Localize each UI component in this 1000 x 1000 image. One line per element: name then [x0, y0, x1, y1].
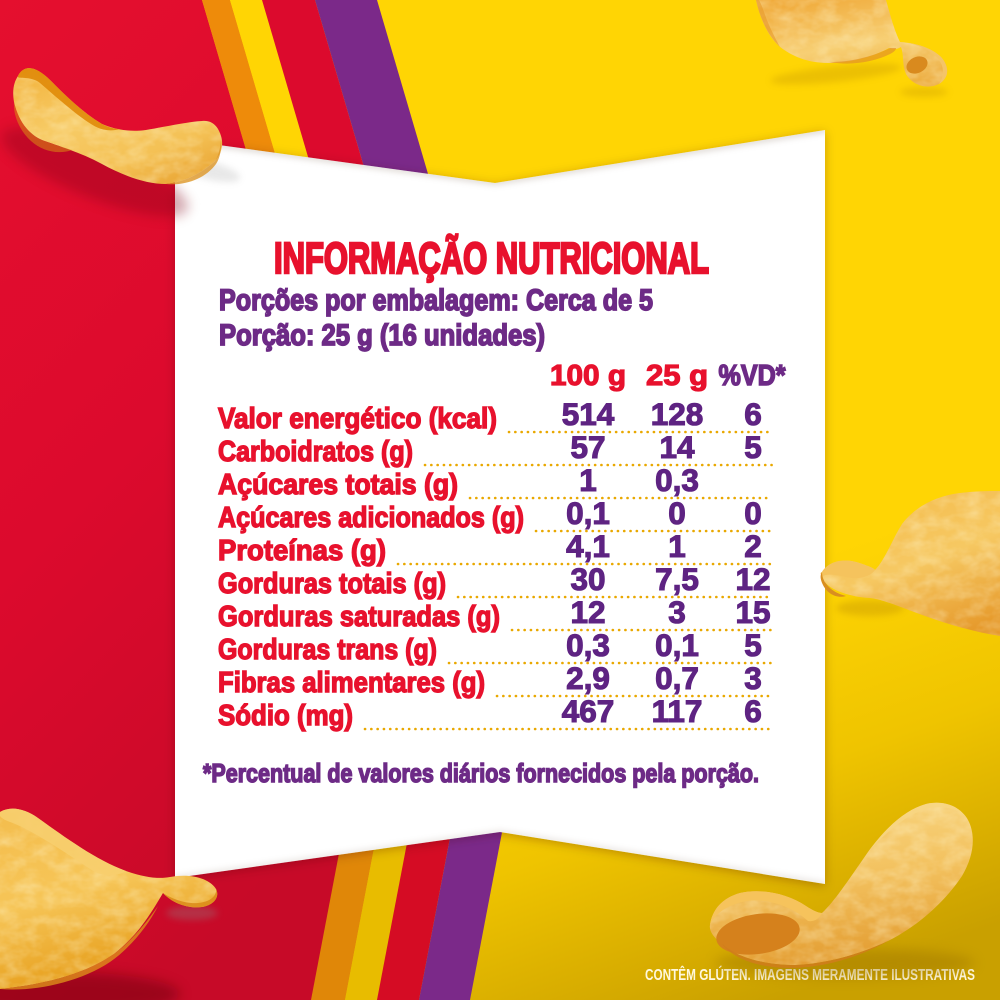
svg-text:2,9: 2,9 — [566, 660, 610, 696]
svg-text:Porções por embalagem: Cerca d: Porções por embalagem: Cerca de 5 — [219, 284, 653, 317]
svg-text:*Percentual de valores diários: *Percentual de valores diários fornecido… — [203, 758, 759, 788]
svg-text:Gorduras saturadas (g): Gorduras saturadas (g) — [218, 601, 500, 633]
svg-text:0,7: 0,7 — [655, 660, 699, 696]
svg-text:0,3: 0,3 — [655, 462, 699, 498]
svg-text:3: 3 — [744, 660, 762, 696]
svg-text:12: 12 — [735, 561, 770, 597]
svg-text:30: 30 — [570, 561, 605, 597]
svg-text:0,1: 0,1 — [566, 495, 610, 531]
svg-text:Carboidratos (g): Carboidratos (g) — [218, 436, 413, 468]
svg-text:100 g: 100 g — [550, 360, 626, 392]
svg-text:Gorduras totais (g): Gorduras totais (g) — [218, 568, 446, 600]
svg-text:2: 2 — [744, 528, 762, 564]
svg-text:6: 6 — [744, 693, 762, 729]
svg-text:1: 1 — [668, 528, 686, 564]
svg-text:0: 0 — [744, 495, 762, 531]
svg-text:117: 117 — [652, 693, 703, 729]
svg-text:5: 5 — [744, 627, 762, 663]
svg-text:467: 467 — [562, 693, 615, 729]
svg-text:Valor energético (kcal): Valor energético (kcal) — [218, 403, 497, 435]
svg-text:3: 3 — [668, 594, 686, 630]
svg-text:Açúcares totais (g): Açúcares totais (g) — [218, 469, 458, 501]
svg-text:Fibras alimentares (g): Fibras alimentares (g) — [218, 667, 485, 699]
svg-text:Gorduras trans (g): Gorduras trans (g) — [218, 634, 437, 666]
svg-text:0: 0 — [668, 495, 686, 531]
svg-text:128: 128 — [651, 396, 704, 432]
svg-text:Porção: 25 g (16 unidades): Porção: 25 g (16 unidades) — [219, 319, 545, 352]
svg-text:0,1: 0,1 — [655, 627, 699, 663]
svg-text:%VD*: %VD* — [719, 360, 787, 392]
svg-text:Sódio (mg): Sódio (mg) — [218, 700, 353, 732]
svg-text:7,5: 7,5 — [655, 561, 699, 597]
svg-text:57: 57 — [570, 429, 605, 465]
svg-text:514: 514 — [562, 396, 615, 432]
svg-text:Açúcares adicionados (g): Açúcares adicionados (g) — [218, 502, 524, 534]
svg-text:15: 15 — [735, 594, 770, 630]
svg-text:Proteínas (g): Proteínas (g) — [218, 535, 386, 567]
svg-text:1: 1 — [579, 462, 597, 498]
svg-text:12: 12 — [570, 594, 605, 630]
svg-text:0,3: 0,3 — [566, 627, 610, 663]
svg-text:14: 14 — [659, 429, 695, 465]
svg-text:25 g: 25 g — [646, 360, 708, 392]
svg-text:INFORMAÇÃO NUTRICIONAL: INFORMAÇÃO NUTRICIONAL — [274, 233, 709, 283]
svg-text:4,1: 4,1 — [566, 528, 610, 564]
svg-text:6: 6 — [744, 396, 762, 432]
svg-text:5: 5 — [744, 429, 762, 465]
